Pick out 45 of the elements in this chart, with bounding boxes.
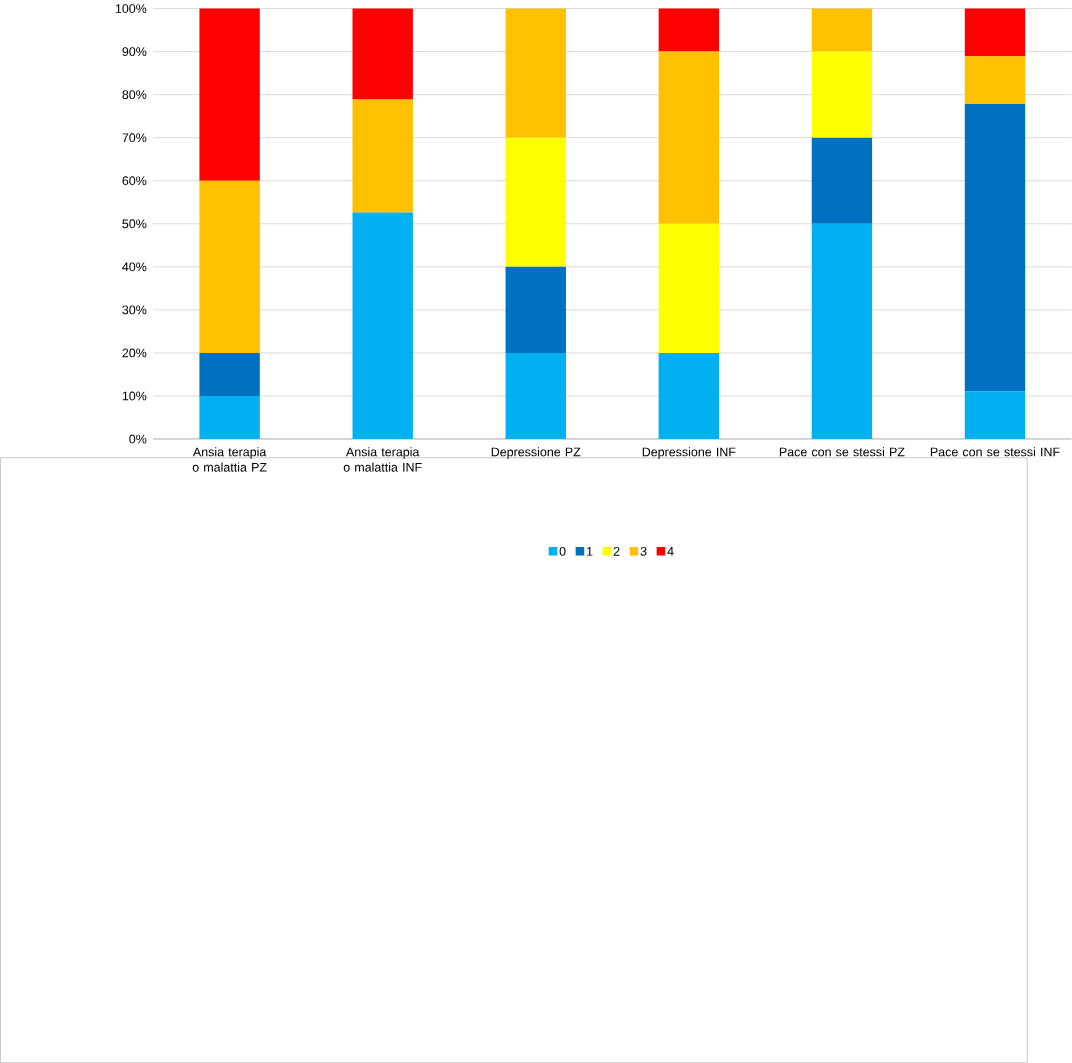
bar (658, 223, 720, 353)
legend-label: 1 (587, 546, 593, 556)
y-tick-label: 10% (122, 391, 147, 401)
bar (811, 137, 873, 224)
x-tick-label: Ansia terapia o malattia PZ (192, 447, 267, 472)
x-tick-label: Pace con se stessi INF (930, 447, 1060, 457)
bar (811, 223, 873, 439)
legend-label: 0 (559, 546, 566, 556)
y-tick-label: 30% (122, 305, 147, 315)
bar (352, 99, 413, 213)
y-tick-label: 80% (122, 90, 147, 99)
bar (964, 8, 1026, 57)
bar (199, 180, 260, 353)
bar (505, 137, 566, 267)
bar (658, 51, 720, 224)
bar (505, 266, 566, 353)
y-tick-label: 50% (122, 219, 147, 229)
x-tick-label: Ansia terapia o malattia INF (343, 447, 422, 472)
y-tick-label: 60% (122, 176, 147, 186)
bar (352, 8, 413, 100)
legend-label: 4 (667, 546, 674, 556)
bar (964, 391, 1026, 439)
bar (505, 8, 566, 138)
y-tick-label: 100% (115, 4, 147, 13)
y-tick-label: 0% (129, 434, 147, 444)
bar (199, 8, 260, 181)
y-tick-label: 20% (122, 348, 147, 358)
bar (505, 352, 566, 439)
bar (199, 395, 260, 439)
x-tick-label: Depressione PZ (491, 447, 581, 459)
legend-label: 2 (613, 546, 620, 556)
y-tick-label: 70% (122, 133, 147, 143)
bar (811, 51, 873, 138)
bar (658, 8, 720, 52)
y-tick-label: 90% (122, 47, 147, 56)
bar (964, 104, 1026, 392)
bar (811, 8, 873, 52)
bar (658, 352, 720, 439)
legend-label: 3 (640, 546, 647, 556)
x-tick-label: Pace con se stessi PZ (779, 447, 905, 457)
y-tick-label: 40% (122, 262, 147, 272)
bar (199, 352, 260, 396)
x-tick-label: Depressione INF (642, 447, 736, 459)
bar (352, 212, 413, 439)
bar (964, 56, 1026, 105)
